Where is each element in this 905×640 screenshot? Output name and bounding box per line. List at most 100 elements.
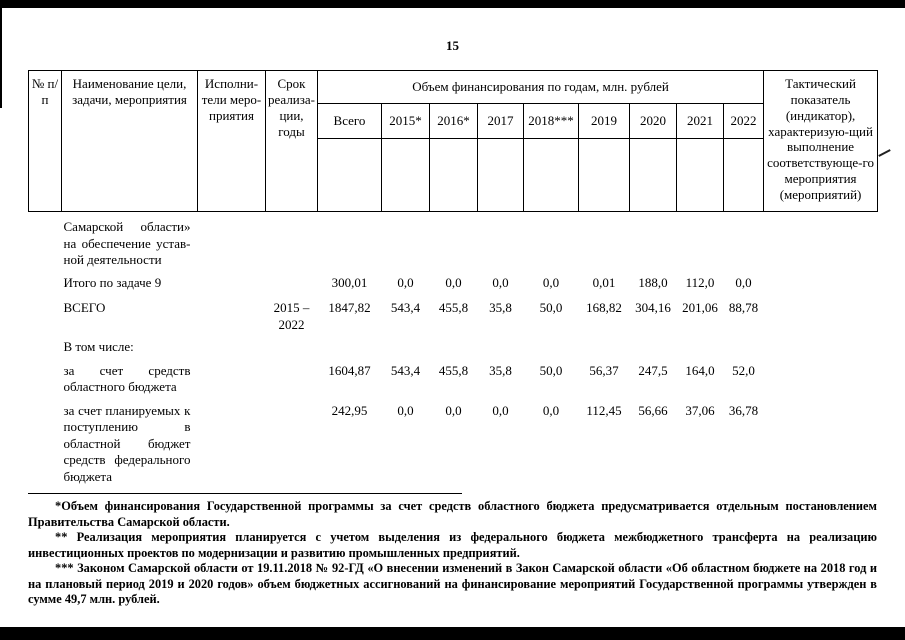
empty-cell <box>764 269 878 292</box>
value-cell <box>382 212 430 269</box>
value-cell: 1604,87 <box>328 362 371 378</box>
year-header-2021: 2021 <box>676 103 724 139</box>
value-cell <box>630 212 677 269</box>
value-cell <box>524 212 579 269</box>
value-cell <box>430 333 478 356</box>
value-cell <box>677 333 724 356</box>
scan-artifact-top-bar <box>0 0 905 8</box>
empty-cell <box>198 396 266 486</box>
value-cell: 543,4 <box>390 362 421 378</box>
value-cell: 37,06 <box>685 402 715 418</box>
scan-artifact-bottom-bar <box>0 627 905 640</box>
value-cell <box>630 333 677 356</box>
footnotes-block: *Объем финансирования Государственной пр… <box>28 499 877 608</box>
empty-header-cell <box>429 138 478 212</box>
year-header-2016: 2016* <box>429 103 478 139</box>
year-header-2020: 2020 <box>629 103 677 139</box>
value-cell: 0,0 <box>735 274 752 290</box>
empty-header-cell <box>381 138 430 212</box>
year-header-2018: 2018*** <box>523 103 579 139</box>
footnote-3: *** Законом Самарской области от 19.11.2… <box>28 561 877 606</box>
value-cell <box>524 333 579 356</box>
value-cell: 50,0 <box>539 362 563 378</box>
value-cell: 0,01 <box>592 274 616 290</box>
empty-cell <box>764 291 878 333</box>
empty-cell <box>29 396 62 486</box>
col-header-executors: Исполни-тели меро-приятия <box>197 70 266 212</box>
term-cell <box>266 333 318 356</box>
value-cell: 35,8 <box>489 362 512 378</box>
footnote-separator <box>28 493 462 494</box>
footnote-2: ** Реализация мероприятия планируется с … <box>28 530 877 560</box>
table-row: Самарской области» на обеспечение устав-… <box>29 212 878 269</box>
value-cell <box>318 333 382 356</box>
empty-cell <box>29 356 62 396</box>
empty-header-cell <box>629 138 677 212</box>
year-header-total: Всего <box>317 103 382 139</box>
empty-cell <box>198 356 266 396</box>
row-label: В том числе: <box>63 339 134 354</box>
table-row: за счет средств областного бюджета 1604,… <box>29 356 878 396</box>
value-cell: 0,0 <box>492 402 509 418</box>
value-cell <box>724 212 764 269</box>
empty-cell <box>198 291 266 333</box>
term-cell <box>266 356 318 396</box>
col-header-financing: Объем финансирования по годам, млн. рубл… <box>316 70 765 104</box>
empty-header-cell <box>722 138 765 212</box>
value-cell: 0,0 <box>445 274 462 290</box>
year-header-2019: 2019 <box>578 103 630 139</box>
value-cell: 50,0 <box>539 300 563 315</box>
empty-cell <box>198 212 266 269</box>
value-cell: 0,0 <box>492 274 509 290</box>
value-cell: 0,0 <box>397 402 414 418</box>
value-cell: 242,95 <box>331 402 368 418</box>
col-header-num: № п/п <box>28 70 62 212</box>
value-cell: 164,0 <box>685 362 715 378</box>
value-cell <box>579 212 630 269</box>
value-cell: 88,78 <box>728 300 759 315</box>
year-header-2017: 2017 <box>477 103 524 139</box>
value-cell: 52,0 <box>732 362 755 378</box>
empty-cell <box>29 269 62 292</box>
value-cell: 300,01 <box>331 274 368 290</box>
empty-cell <box>198 269 266 292</box>
table-row: Итого по задаче 9 300,01 0,0 0,0 0,0 0,0… <box>29 269 878 292</box>
value-cell: 168,82 <box>586 300 622 315</box>
value-cell: 0,0 <box>445 402 462 418</box>
empty-header-cell <box>523 138 579 212</box>
value-cell: 36,78 <box>728 402 759 418</box>
row-label: за счет средств областного бюджета <box>63 362 191 395</box>
row-label: Самарской области» на обеспечение устав-… <box>63 219 191 267</box>
scan-artifact-right-mark <box>878 149 891 157</box>
term-cell <box>266 212 318 269</box>
value-cell: 201,06 <box>682 300 718 315</box>
value-cell <box>478 212 524 269</box>
financing-table: № п/п Наименование цели, задачи, меропри… <box>28 70 879 486</box>
value-cell <box>478 333 524 356</box>
empty-cell <box>764 356 878 396</box>
col-header-term: Срок реализа-ции, годы <box>265 70 318 212</box>
value-cell <box>318 212 382 269</box>
term-cell <box>266 269 318 292</box>
value-cell: 304,16 <box>635 300 671 315</box>
empty-cell <box>29 291 62 333</box>
table-row: В том числе: <box>29 333 878 356</box>
value-cell: 56,37 <box>589 362 619 378</box>
table-row: ВСЕГО 2015 – 2022 1847,82 543,4 455,8 35… <box>29 291 878 333</box>
value-cell: 1847,82 <box>328 300 371 315</box>
empty-cell <box>29 333 62 356</box>
value-cell <box>382 333 430 356</box>
value-cell: 0,0 <box>542 274 560 290</box>
value-cell: 455,8 <box>438 300 469 315</box>
empty-cell <box>198 333 266 356</box>
scan-artifact-left-edge <box>0 8 2 108</box>
empty-header-cell <box>578 138 630 212</box>
empty-header-cell <box>317 138 382 212</box>
table-header: № п/п Наименование цели, задачи, меропри… <box>28 70 879 212</box>
value-cell: 0,0 <box>397 274 414 290</box>
value-cell: 0,0 <box>542 402 560 418</box>
row-label: Итого по задаче 9 <box>63 274 162 290</box>
value-cell <box>579 333 630 356</box>
empty-cell <box>764 212 878 269</box>
